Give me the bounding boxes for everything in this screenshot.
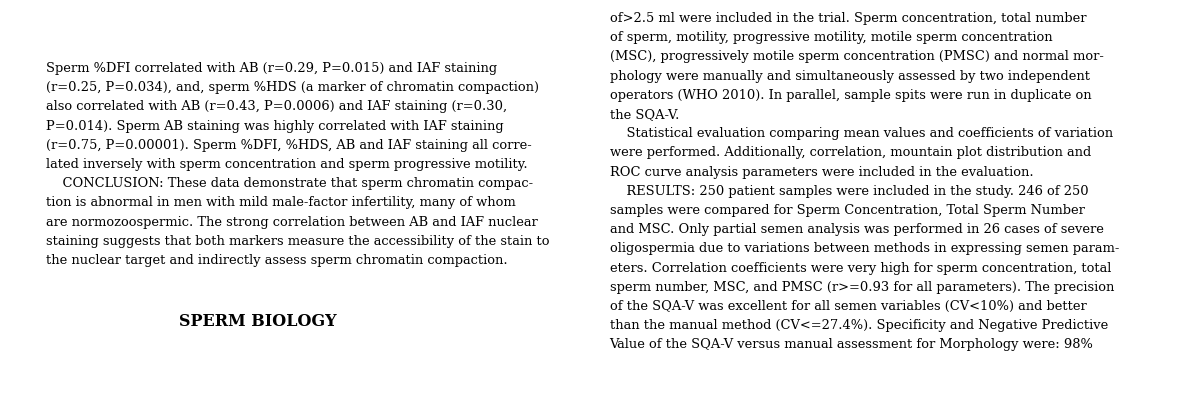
Text: of>2.5 ml were included in the trial. Sperm concentration, total number
of sperm: of>2.5 ml were included in the trial. Sp… bbox=[610, 12, 1118, 351]
Text: SPERM BIOLOGY: SPERM BIOLOGY bbox=[179, 314, 337, 330]
Text: Sperm %DFI correlated with AB (r=0.29, P=0.015) and IAF staining
(r=0.25, P=0.03: Sperm %DFI correlated with AB (r=0.29, P… bbox=[46, 62, 550, 267]
